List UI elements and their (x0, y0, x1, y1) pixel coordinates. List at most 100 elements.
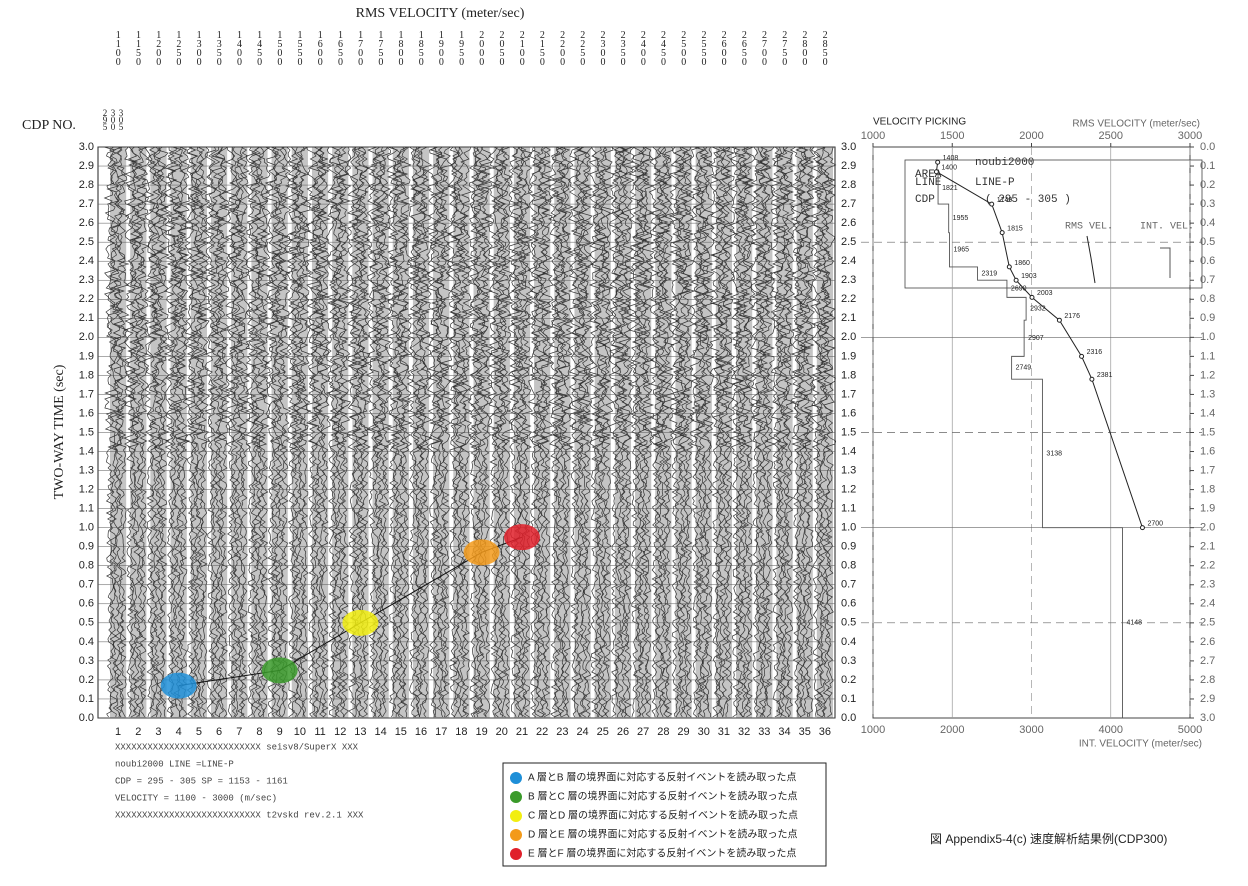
trace-wiggle (136, 146, 150, 718)
legend-label: A 層とB 層の境界面に対応する反射イベントを読み取った点 (528, 771, 796, 784)
y-tick-label: 2.2 (1200, 560, 1215, 572)
trace-wiggle (721, 146, 736, 718)
y-tick-label: 2.5 (841, 236, 856, 248)
trace-wiggle (769, 146, 784, 718)
y-tick-label: 3.0 (79, 141, 94, 153)
velocity-label: 2650 (739, 30, 750, 66)
int-velocity-label: 2907 (1028, 335, 1044, 342)
x-tick-label: 1500 (940, 130, 964, 142)
trace-wiggle (244, 146, 259, 718)
trace-wiggle (648, 146, 662, 718)
trace-wiggle (106, 146, 121, 718)
y-tick-label: 1.0 (841, 522, 856, 534)
trace-wiggle (574, 146, 588, 718)
trace-wiggle (782, 146, 797, 718)
y-tick-label: 1.7 (1200, 464, 1215, 476)
y-tick-label: 1.3 (79, 464, 94, 476)
rms-label: 1408 (943, 155, 959, 162)
y-tick-label: 2.2 (79, 293, 94, 305)
trace-wiggle (176, 146, 191, 718)
y-tick-label: 3.0 (1200, 712, 1215, 724)
chart-title: VELOCITY PICKING (873, 117, 966, 128)
trace-wiggle (372, 146, 386, 718)
legend-label: E 層とF 層の境界面に対応する反射イベントを読み取った点 (528, 847, 796, 860)
velocity-label: 2700 (759, 30, 770, 66)
trace-wiggle (133, 146, 147, 718)
y-tick-label: 1.4 (841, 445, 856, 457)
velocity-label: 1950 (456, 30, 467, 66)
trace-wiggle (553, 146, 568, 718)
trace-wiggle (112, 146, 127, 718)
velocity-label: 1200 (153, 30, 164, 66)
y-tick-label: 3.0 (841, 141, 856, 153)
velocity-label: 1750 (375, 30, 386, 66)
y-tick-label: 0.3 (841, 655, 856, 667)
y-tick-label: 0.4 (1200, 217, 1215, 229)
trace-wiggle (419, 146, 433, 718)
velocity-label: 1850 (416, 30, 427, 66)
pick-marker (342, 609, 379, 636)
y-tick-label: 1.5 (79, 426, 94, 438)
y-tick-label: 1.2 (841, 484, 856, 496)
int-velocity-label: 4148 (1126, 620, 1142, 627)
x-tick-label: 26 (617, 726, 629, 738)
trace-wiggle (389, 146, 403, 718)
trace-wiggle (607, 146, 622, 718)
trace-wiggle (479, 146, 494, 718)
x-tick-label: 2500 (1099, 130, 1123, 142)
rms-label: 1749 (997, 197, 1013, 204)
y-tick-label: 2.4 (79, 255, 94, 267)
x-tick-label: 12 (334, 726, 346, 738)
y-tick-label: 1.1 (79, 503, 94, 515)
trace-wiggle (597, 146, 612, 718)
velocity-label: 1700 (355, 30, 366, 66)
trace-wiggle (789, 146, 804, 718)
velocity-label: 2450 (658, 30, 669, 66)
x-tick-label: 9 (277, 726, 283, 738)
y-tick-label: 0.1 (1200, 160, 1215, 172)
x-tick-label: 23 (556, 726, 568, 738)
trace-wiggle (772, 146, 787, 718)
y-tick-label: 0.7 (841, 579, 856, 591)
y-tick-label: 2.7 (841, 198, 856, 210)
velocity-label: 2550 (698, 30, 709, 66)
int-velocity-label: 1965 (953, 247, 969, 254)
info-line: XXXXXXXXXXXXXXXXXXXXXXXXXXX seisv8/Super… (115, 742, 359, 752)
int-velocity-line (937, 171, 1123, 718)
trace-wiggle (412, 146, 427, 718)
y-tick-label: 0.2 (841, 674, 856, 686)
rms-point (1089, 376, 1095, 382)
legend-label: B 層とC 層の境界面に対応する反射イベントを読み取った点 (528, 790, 797, 803)
velocity-label: 2100 (517, 30, 528, 66)
y-tick-label: 0.7 (1200, 274, 1215, 286)
trace-wiggle (210, 146, 224, 718)
trace-wiggle (247, 146, 262, 718)
y-tick-label: 0.6 (1200, 255, 1215, 267)
y-tick-label: 0.1 (79, 693, 94, 705)
y-tick-label: 2.1 (841, 312, 856, 324)
info-line: noubi2000 LINE =LINE-P (115, 759, 234, 769)
y-tick-label: 0.9 (79, 541, 94, 553)
y-axis-title: TWO-WAY TIME (sec) (52, 364, 67, 499)
x-tick-label: 6 (216, 726, 222, 738)
rms-point (1139, 525, 1145, 531)
x-tick-label: 10 (294, 726, 306, 738)
trace-wiggle (305, 146, 319, 718)
trace-wiggle (234, 146, 248, 718)
velocity-label: 2000 (476, 30, 487, 66)
y-tick-label: 0.8 (841, 560, 856, 572)
trace-wiggle (651, 146, 665, 718)
y-tick-label: 0.7 (79, 579, 94, 591)
trace-wiggle (415, 146, 430, 718)
trace-wiggle (820, 146, 834, 718)
legend-label: C 層とD 層の境界面に対応する反射イベントを読み取った点 (528, 809, 798, 822)
velocity-label: 2600 (719, 30, 730, 66)
trace-wiggle (476, 146, 490, 718)
rms-label: 1903 (1021, 273, 1037, 280)
y-tick-label: 1.2 (79, 484, 94, 496)
x-tick-label: 14 (375, 726, 387, 738)
trace-wiggle (752, 146, 767, 718)
velocity-label: 1900 (436, 30, 447, 66)
trace-wiggle (237, 146, 251, 718)
y-tick-label: 2.8 (79, 179, 94, 191)
